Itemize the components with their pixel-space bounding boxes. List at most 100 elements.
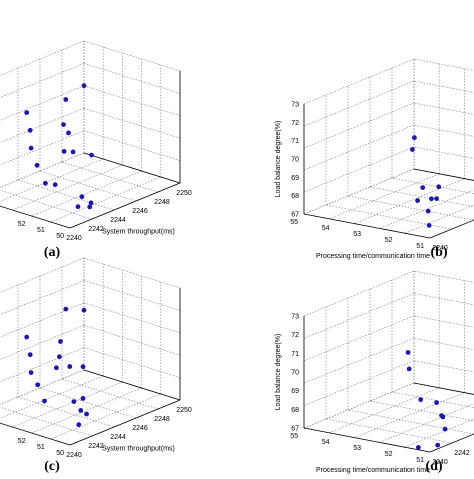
gridline [0, 189, 93, 220]
gridline [0, 130, 85, 166]
gridline [413, 80, 474, 93]
x-tick-label: 2240 [66, 452, 82, 459]
data-point [24, 334, 30, 340]
y-tick-label: 52 [385, 237, 393, 244]
data-point [58, 339, 63, 344]
gridline [31, 387, 142, 434]
data-point [81, 307, 87, 313]
gridline [303, 80, 415, 127]
data-point [426, 223, 432, 228]
gridline [369, 400, 474, 422]
gridline [347, 409, 474, 435]
data-point [442, 426, 448, 432]
z-tick-label: 68 [291, 193, 299, 200]
y-tick-label: 51 [416, 457, 424, 464]
gridline [303, 146, 415, 193]
z-tick-label: 67 [291, 212, 299, 219]
gridline [391, 177, 474, 194]
data-point [405, 350, 411, 355]
data-point [88, 200, 94, 206]
gridline [391, 391, 474, 408]
data-point [410, 147, 415, 152]
gridline [329, 387, 440, 434]
gridline [17, 396, 115, 428]
x-tick-label: 2242 [454, 450, 470, 457]
x-tick-label: 2242 [88, 443, 104, 450]
gridline [413, 102, 474, 115]
gridline [379, 403, 474, 443]
y-axis-line [0, 422, 71, 446]
x-axis-label: System throughput(ms) [102, 228, 175, 235]
y-tick-label: 55 [290, 219, 298, 226]
data-point [80, 364, 86, 370]
gridline [303, 360, 415, 406]
gridline [329, 173, 440, 220]
data-point [418, 397, 424, 403]
gridline [0, 63, 85, 99]
y-tick-label: 54 [322, 225, 330, 232]
gridline [0, 406, 93, 437]
x-tick-label: 2246 [132, 208, 148, 215]
gridline [83, 130, 181, 161]
z-tick-label: 72 [291, 120, 299, 127]
gridline [413, 337, 474, 350]
gridline [83, 107, 181, 139]
z-tick-label: 67 [291, 426, 299, 433]
gridline [413, 382, 474, 395]
data-point [63, 306, 69, 312]
z-tick-label: 70 [291, 370, 299, 377]
gridline [83, 257, 181, 289]
x-tick-label: 2244 [110, 217, 126, 224]
z-axis-label: Load balance degree(%) [275, 121, 282, 198]
data-point [80, 396, 86, 401]
data-point [416, 445, 421, 450]
data-point [70, 149, 76, 155]
gridline [413, 360, 474, 373]
gridline [303, 58, 415, 105]
y-axis-line [0, 205, 71, 229]
gridline [303, 337, 415, 384]
data-point [425, 208, 431, 214]
data-point [429, 196, 434, 202]
y-tick-label: 52 [18, 221, 26, 228]
x-tick-label: 2248 [154, 416, 170, 423]
gridline [61, 378, 159, 410]
panel-c: 2240 2242 2244 2246 2248 2250 50 51 52 System thr… [0, 257, 192, 459]
z-tick-label: 71 [291, 351, 299, 358]
x-tick-label: 2242 [88, 226, 104, 233]
y-tick-label: 54 [322, 439, 330, 446]
gridline [354, 392, 465, 438]
panel-b: 2240 55 54 53 52 51 67 68 69 70 71 72 73 Processing t… [275, 58, 474, 260]
y-axis-label: Processing time/communication time [316, 467, 430, 474]
data-point [57, 354, 62, 360]
data-point [415, 198, 420, 204]
gridline [83, 40, 181, 72]
gridline [413, 270, 474, 283]
box-edge [413, 168, 474, 181]
gridline [303, 270, 415, 317]
gridline [303, 382, 415, 429]
x-axis-line [69, 399, 181, 446]
data-point [43, 180, 48, 186]
panel-a: 2240 2242 2244 2246 2248 2250 50 51 52 System thr… [0, 40, 192, 242]
y-tick-label: 51 [37, 444, 45, 451]
gridline [83, 347, 181, 378]
x-axis-line [429, 433, 474, 453]
y-tick-label: 53 [353, 445, 361, 452]
gridline [0, 40, 85, 76]
z-tick-label: 72 [291, 332, 299, 339]
z-tick-label: 73 [291, 314, 299, 321]
gridline [0, 280, 85, 316]
x-axis-label: System throughput(ms) [102, 445, 175, 452]
gridline [0, 85, 85, 121]
gridline [31, 170, 142, 217]
y-tick-label: 50 [56, 450, 64, 457]
gridline [379, 189, 474, 229]
gridline [0, 158, 104, 202]
x-tick-label: 2250 [176, 190, 192, 197]
data-point [406, 366, 412, 372]
y-tick-label: 53 [353, 231, 361, 238]
gridline [0, 152, 85, 188]
data-point [440, 414, 446, 420]
data-point [67, 364, 73, 369]
